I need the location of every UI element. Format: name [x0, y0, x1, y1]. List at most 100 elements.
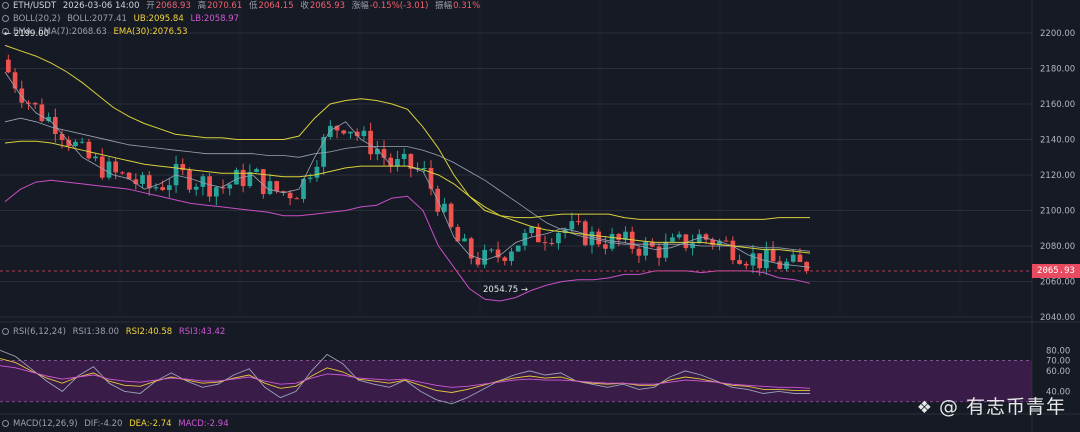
- candle-body: [193, 186, 199, 190]
- candle-body: [254, 169, 259, 172]
- amplitude-label: 振幅: [435, 1, 453, 11]
- candle-body: [234, 169, 239, 185]
- candle-body: [220, 187, 226, 189]
- rsi-tick-label: 70.00: [1046, 357, 1070, 367]
- candle-body: [307, 177, 313, 179]
- pair-label: ETH/USDT: [13, 1, 57, 11]
- candle-body: [79, 141, 85, 143]
- change-label: 涨幅: [351, 1, 369, 11]
- rsi-tick-label: 40.00: [1046, 387, 1070, 397]
- ema-legend: EMA EMA(7):2068.63 EMA(30):2076.53: [2, 26, 192, 38]
- candle-body: [549, 242, 555, 244]
- candle-body: [535, 226, 541, 243]
- candle-body: [623, 231, 628, 240]
- price-tick-label: 2080.00: [1040, 242, 1075, 252]
- ema7-value: EMA(7):2068.63: [38, 27, 107, 37]
- candle-body: [529, 226, 534, 234]
- candle-body: [247, 171, 253, 187]
- candle-body: [757, 253, 763, 269]
- candle-body: [146, 175, 152, 189]
- candle-body: [582, 221, 588, 246]
- candle-body: [777, 261, 783, 269]
- rsi2-value: RSI2:40.58: [125, 327, 173, 337]
- boll-name: BOLL(20,2): [13, 14, 61, 24]
- candle-body: [113, 161, 119, 173]
- candle-body: [683, 234, 689, 249]
- series-line-ub: [4, 44, 810, 220]
- candle-body: [576, 221, 581, 223]
- candle-body: [696, 234, 702, 244]
- candle-body: [126, 172, 132, 180]
- close-label: 收: [300, 1, 309, 11]
- candle-body: [374, 149, 380, 155]
- series-line-boll: [4, 117, 811, 252]
- candle-body: [86, 141, 92, 159]
- candle-body: [361, 130, 367, 137]
- high-label: 高: [197, 1, 207, 11]
- price-tick-label: 2160.00: [1040, 100, 1075, 110]
- candle-body: [710, 239, 716, 246]
- eye-icon[interactable]: [2, 328, 9, 335]
- candle-body: [160, 187, 165, 190]
- candle-body: [690, 243, 695, 249]
- watermark-text: @ 有志币青年: [938, 396, 1066, 418]
- candle-body: [140, 175, 145, 184]
- candle-body: [173, 164, 179, 186]
- candle-body: [401, 153, 407, 159]
- candle-body: [133, 179, 139, 184]
- candle-body: [39, 104, 45, 122]
- diamond-logo-icon: ❖: [916, 398, 933, 418]
- dif-value: DIF:-4.20: [84, 419, 123, 429]
- candle-body: [207, 176, 212, 197]
- eye-icon[interactable]: [2, 2, 9, 9]
- candle-body: [509, 251, 514, 262]
- candle-body: [341, 130, 347, 134]
- boll-ub-value: UB:2095.84: [133, 14, 184, 24]
- candle-body: [495, 249, 501, 258]
- candle-body: [790, 254, 796, 262]
- macd-legend: MACD(12,26,9) DIF:-4.20 DEA:-2.74 MACD:-…: [2, 418, 233, 430]
- candle-body: [556, 232, 561, 244]
- price-tick-label: 2100.00: [1040, 207, 1075, 217]
- eye-icon[interactable]: [2, 15, 9, 22]
- candle-body: [73, 141, 78, 147]
- series-line-ema30: [4, 140, 811, 254]
- candle-body: [569, 221, 575, 230]
- candle-body: [482, 249, 487, 265]
- eye-icon[interactable]: [2, 28, 9, 35]
- rsi-tick-label: 80.00: [1046, 346, 1070, 356]
- candle-body: [120, 172, 125, 174]
- candle-body: [12, 72, 18, 89]
- macd-value: MACD:-2.94: [178, 419, 229, 429]
- low-label: 低: [248, 1, 258, 11]
- candle-body: [46, 116, 51, 122]
- rsi-line-rsi3: [0, 365, 811, 389]
- candle-body: [723, 240, 729, 242]
- boll-legend: BOLL(20,2) BOLL:2077.41 UB:2095.84 LB:20…: [2, 13, 243, 25]
- candle-body: [227, 184, 233, 189]
- candle-body: [475, 258, 481, 265]
- candle-body: [59, 133, 65, 140]
- candle-body: [321, 136, 326, 167]
- candle-body: [6, 59, 11, 73]
- series-line-lb: [4, 179, 811, 302]
- eye-icon[interactable]: [2, 420, 9, 427]
- candle-body: [314, 166, 320, 178]
- candle-body: [784, 261, 789, 269]
- watermark: ❖ @ 有志币青年: [917, 392, 1066, 419]
- candle-body: [542, 242, 548, 244]
- candle-body: [334, 125, 340, 131]
- candle-body: [663, 241, 669, 258]
- candle-body: [408, 153, 414, 169]
- candle-body: [395, 158, 400, 167]
- rsi-tick-label: 60.00: [1046, 367, 1070, 377]
- candle-body: [770, 249, 776, 262]
- candle-body: [462, 238, 467, 242]
- candle-body: [797, 254, 803, 263]
- rsi-legend: RSI(6,12,24) RSI1:38.00 RSI2:40.58 RSI3:…: [2, 326, 229, 338]
- candle-body: [455, 227, 461, 242]
- candle-body: [52, 116, 58, 134]
- close-value: 2065.93: [309, 1, 345, 11]
- amplitude-value: 0.31%: [453, 1, 481, 11]
